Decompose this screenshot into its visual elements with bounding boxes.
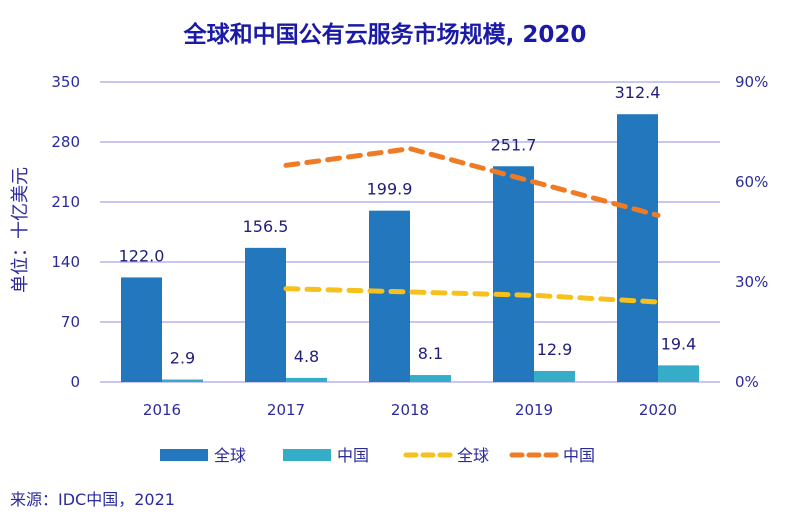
y-axis-ticks: 0 70 140 210 280 350 xyxy=(51,73,80,391)
data-label: 2.9 xyxy=(170,349,195,368)
y-tick-label: 0 xyxy=(70,373,80,391)
legend: 全球 中国 全球 中国 xyxy=(160,446,595,465)
chart-title: 全球和中国公有云服务市场规模, 2020 xyxy=(183,21,587,48)
data-label: 19.4 xyxy=(661,334,697,353)
bar-global xyxy=(369,210,410,382)
legend-label: 全球 xyxy=(457,446,489,465)
lines xyxy=(283,146,661,305)
y-axis-label: 单位：十亿美元 xyxy=(10,167,31,293)
legend-label: 中国 xyxy=(337,446,369,465)
bar-global xyxy=(493,166,534,382)
bar-global xyxy=(617,114,658,382)
legend-item: 全球 xyxy=(160,446,246,465)
bar-global xyxy=(121,277,162,382)
bar-china xyxy=(162,379,203,382)
bar-china xyxy=(658,365,699,382)
data-label: 251.7 xyxy=(491,135,537,154)
data-label: 12.9 xyxy=(537,340,573,359)
line-china-growth xyxy=(283,146,661,218)
data-label: 8.1 xyxy=(418,344,443,363)
y-tick-label: 280 xyxy=(51,133,80,151)
y2-axis-ticks: 0% 30% 60% 90% xyxy=(735,73,768,391)
legend-item: 全球 xyxy=(403,446,489,465)
bar-china xyxy=(534,370,575,382)
legend-label: 中国 xyxy=(563,446,595,465)
bar-china xyxy=(286,377,327,382)
legend-swatch xyxy=(160,449,208,461)
x-axis-ticks: 2016 2017 2018 2019 2020 xyxy=(143,401,677,419)
legend-label: 全球 xyxy=(214,446,246,465)
data-label: 4.8 xyxy=(294,347,319,366)
bar-china xyxy=(410,375,451,382)
x-tick-label: 2020 xyxy=(639,401,677,419)
y-tick-label: 140 xyxy=(51,253,80,271)
x-tick-label: 2016 xyxy=(143,401,181,419)
data-label: 156.5 xyxy=(243,217,289,236)
data-label: 122.0 xyxy=(119,246,165,265)
bar-global xyxy=(245,247,286,382)
legend-swatch xyxy=(283,449,331,461)
data-labels: 122.0 156.5 199.9 251.7 312.4 2.9 4.8 8.1 12.9 19… xyxy=(119,83,697,367)
data-label: 199.9 xyxy=(367,180,413,199)
data-label: 312.4 xyxy=(615,83,661,102)
legend-item: 中国 xyxy=(509,446,595,465)
y2-tick-label: 0% xyxy=(735,373,759,391)
legend-item: 中国 xyxy=(283,446,369,465)
y-tick-label: 210 xyxy=(51,193,80,211)
source-note: 来源：IDC中国，2021 xyxy=(10,490,175,509)
y2-tick-label: 60% xyxy=(735,173,768,191)
y2-tick-label: 30% xyxy=(735,273,768,291)
x-tick-label: 2019 xyxy=(515,401,553,419)
y-tick-label: 350 xyxy=(51,73,80,91)
line-global-growth xyxy=(283,286,661,305)
x-tick-label: 2018 xyxy=(391,401,429,419)
y-tick-label: 70 xyxy=(61,313,80,331)
bars xyxy=(121,114,699,382)
y2-tick-label: 90% xyxy=(735,73,768,91)
x-tick-label: 2017 xyxy=(267,401,305,419)
